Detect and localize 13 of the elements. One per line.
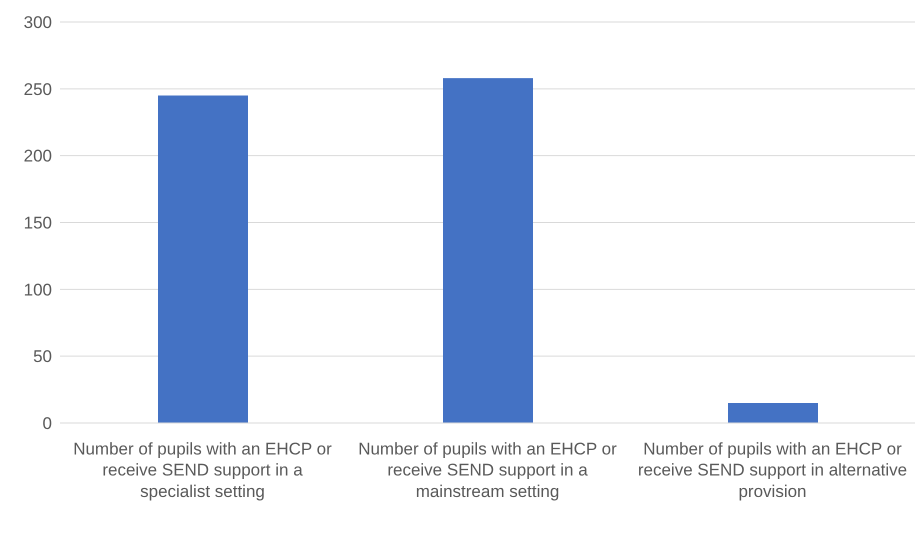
x-tick-label: Number of pupils with an EHCP or receive SEND support in a specialist setting	[73, 439, 332, 501]
x-tick-label: Number of pupils with an EHCP or receive SEND support in a mainstream setting	[358, 439, 618, 501]
y-tick-label: 0	[42, 414, 52, 434]
x-tick-label: Number of pupils with an EHCP or receive SEND support in alternative provision	[638, 439, 908, 501]
y-tick-label: 250	[24, 80, 52, 99]
bar	[728, 402, 818, 423]
y-tick-label: 100	[24, 280, 52, 300]
y-tick-label: 300	[24, 13, 52, 32]
y-tick-label: 50	[33, 347, 52, 366]
bar	[158, 96, 248, 423]
bar	[443, 78, 533, 423]
y-tick-label: 150	[24, 214, 52, 233]
y-tick-label: 200	[24, 146, 52, 166]
